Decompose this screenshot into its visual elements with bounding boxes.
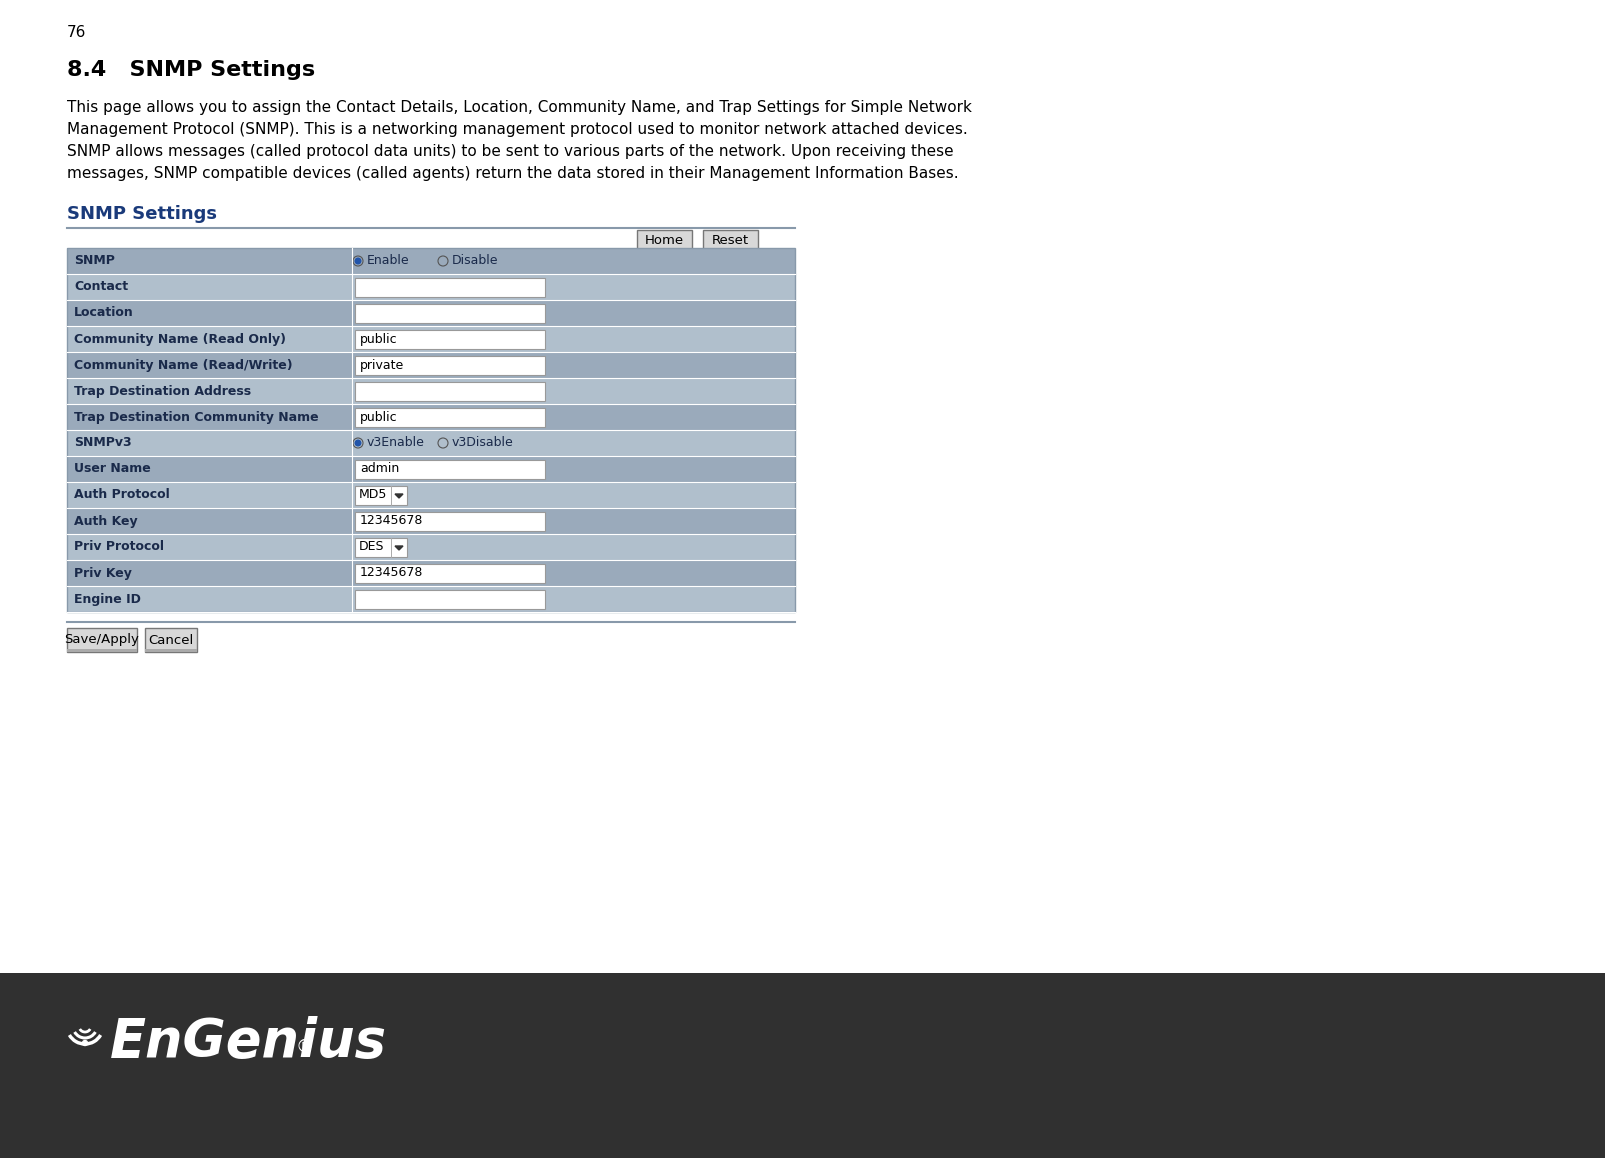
Bar xyxy=(67,456,794,482)
Text: Contact: Contact xyxy=(74,280,128,293)
FancyBboxPatch shape xyxy=(355,303,546,322)
Text: SNMP allows messages (called protocol data units) to be sent to various parts of: SNMP allows messages (called protocol da… xyxy=(67,144,953,159)
Circle shape xyxy=(355,440,361,446)
Text: Trap Destination Address: Trap Destination Address xyxy=(74,384,250,397)
Bar xyxy=(67,508,794,534)
Bar xyxy=(67,378,794,404)
Bar xyxy=(67,586,794,611)
FancyBboxPatch shape xyxy=(355,356,546,374)
Text: Home: Home xyxy=(645,235,684,248)
Bar xyxy=(67,352,794,378)
Bar xyxy=(67,430,794,456)
Text: public: public xyxy=(360,410,398,424)
Polygon shape xyxy=(395,494,403,498)
Text: Priv Protocol: Priv Protocol xyxy=(74,541,164,554)
Bar xyxy=(144,648,197,652)
Text: admin: admin xyxy=(360,462,400,476)
Text: SNMP Settings: SNMP Settings xyxy=(67,205,217,223)
Text: Auth Key: Auth Key xyxy=(74,514,138,528)
Bar xyxy=(67,300,794,327)
Text: 12345678: 12345678 xyxy=(360,514,424,528)
Text: public: public xyxy=(360,332,398,345)
Text: messages, SNMP compatible devices (called agents) return the data stored in thei: messages, SNMP compatible devices (calle… xyxy=(67,166,958,181)
FancyBboxPatch shape xyxy=(355,408,546,426)
Bar xyxy=(67,534,794,560)
Bar xyxy=(637,249,692,252)
Text: Management Protocol (SNMP). This is a networking management protocol used to mon: Management Protocol (SNMP). This is a ne… xyxy=(67,122,968,137)
Text: User Name: User Name xyxy=(74,462,151,476)
Text: DES: DES xyxy=(360,541,385,554)
Text: MD5: MD5 xyxy=(360,489,387,501)
Text: This page allows you to assign the Contact Details, Location, Community Name, an: This page allows you to assign the Conta… xyxy=(67,100,973,115)
FancyBboxPatch shape xyxy=(637,230,692,252)
FancyBboxPatch shape xyxy=(355,381,546,401)
FancyBboxPatch shape xyxy=(355,537,408,557)
FancyBboxPatch shape xyxy=(355,564,546,582)
Bar xyxy=(67,404,794,430)
FancyBboxPatch shape xyxy=(355,330,546,349)
Text: Priv Key: Priv Key xyxy=(74,566,132,579)
FancyBboxPatch shape xyxy=(355,460,546,478)
Polygon shape xyxy=(395,547,403,550)
FancyBboxPatch shape xyxy=(67,628,136,652)
Text: Community Name (Read Only): Community Name (Read Only) xyxy=(74,332,286,345)
Text: 8.4   SNMP Settings: 8.4 SNMP Settings xyxy=(67,60,315,80)
FancyBboxPatch shape xyxy=(703,230,758,252)
FancyBboxPatch shape xyxy=(355,589,546,608)
Text: Save/Apply: Save/Apply xyxy=(64,633,140,646)
Text: Trap Destination Community Name: Trap Destination Community Name xyxy=(74,410,319,424)
Text: Engine ID: Engine ID xyxy=(74,593,141,606)
Text: 12345678: 12345678 xyxy=(360,566,424,579)
Text: ®: ® xyxy=(295,1038,313,1056)
Bar xyxy=(67,327,794,352)
Bar xyxy=(67,560,794,586)
Text: Reset: Reset xyxy=(713,235,750,248)
Text: SNMPv3: SNMPv3 xyxy=(74,437,132,449)
Text: Location: Location xyxy=(74,307,133,320)
Bar xyxy=(67,248,794,611)
Text: v3Enable: v3Enable xyxy=(368,437,425,449)
FancyBboxPatch shape xyxy=(355,278,546,296)
Text: SNMP: SNMP xyxy=(74,255,116,267)
Text: Auth Protocol: Auth Protocol xyxy=(74,489,170,501)
Circle shape xyxy=(82,1041,88,1046)
FancyBboxPatch shape xyxy=(144,628,197,652)
Bar xyxy=(67,648,136,652)
Bar xyxy=(703,249,758,252)
Text: Enable: Enable xyxy=(368,255,409,267)
Text: v3Disable: v3Disable xyxy=(453,437,514,449)
Bar xyxy=(67,248,794,274)
FancyBboxPatch shape xyxy=(355,485,408,505)
Circle shape xyxy=(355,258,361,264)
Text: Community Name (Read/Write): Community Name (Read/Write) xyxy=(74,359,292,372)
Text: EnGenius: EnGenius xyxy=(111,1016,387,1068)
Text: Disable: Disable xyxy=(453,255,499,267)
Text: Cancel: Cancel xyxy=(148,633,194,646)
Text: private: private xyxy=(360,359,404,372)
Text: 76: 76 xyxy=(67,25,87,41)
Bar xyxy=(67,482,794,508)
Bar xyxy=(0,973,1605,1158)
FancyBboxPatch shape xyxy=(355,512,546,530)
Bar xyxy=(67,274,794,300)
